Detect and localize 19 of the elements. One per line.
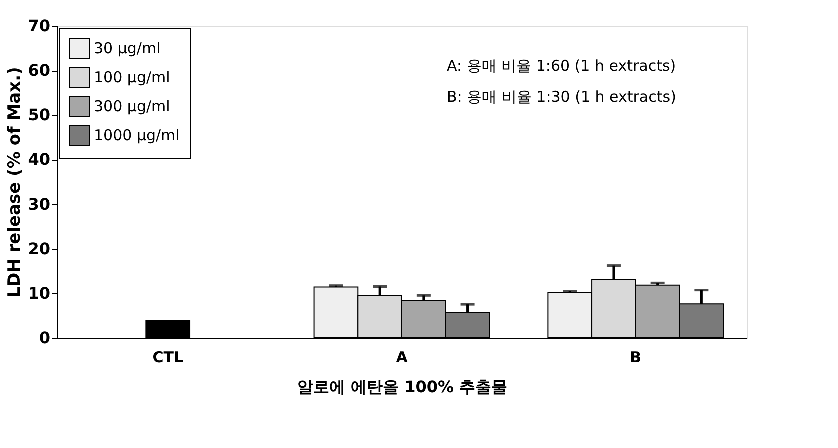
annotation: B: 용매 비율 1:30 (1 h extracts) — [447, 88, 676, 106]
y-axis-title: LDH release (% of Max.) — [5, 67, 26, 298]
annotation: A: 용매 비율 1:60 (1 h extracts) — [447, 57, 676, 75]
legend-label: 300 μg/ml — [94, 98, 170, 116]
x-tick-label: A — [396, 348, 408, 366]
y-tick-label: 20 — [28, 239, 50, 258]
y-tick-label: 0 — [39, 328, 50, 348]
y-tick-label: 60 — [28, 61, 50, 80]
legend-label: 100 μg/ml — [94, 68, 170, 86]
y-tick-label: 30 — [28, 194, 50, 214]
y-tick-label: 50 — [28, 106, 50, 125]
y-tick-label: 70 — [28, 16, 50, 36]
x-axis-title: 알로에 에탄올 100% 추출물 — [297, 378, 508, 396]
y-tick-label: 40 — [28, 150, 50, 170]
x-tick-label: CTL — [152, 348, 184, 366]
legend-label: 30 μg/ml — [94, 40, 161, 58]
legend-label: 1000 μg/ml — [94, 126, 180, 144]
x-tick-label: B — [630, 348, 642, 366]
y-tick-label: 10 — [28, 284, 50, 303]
